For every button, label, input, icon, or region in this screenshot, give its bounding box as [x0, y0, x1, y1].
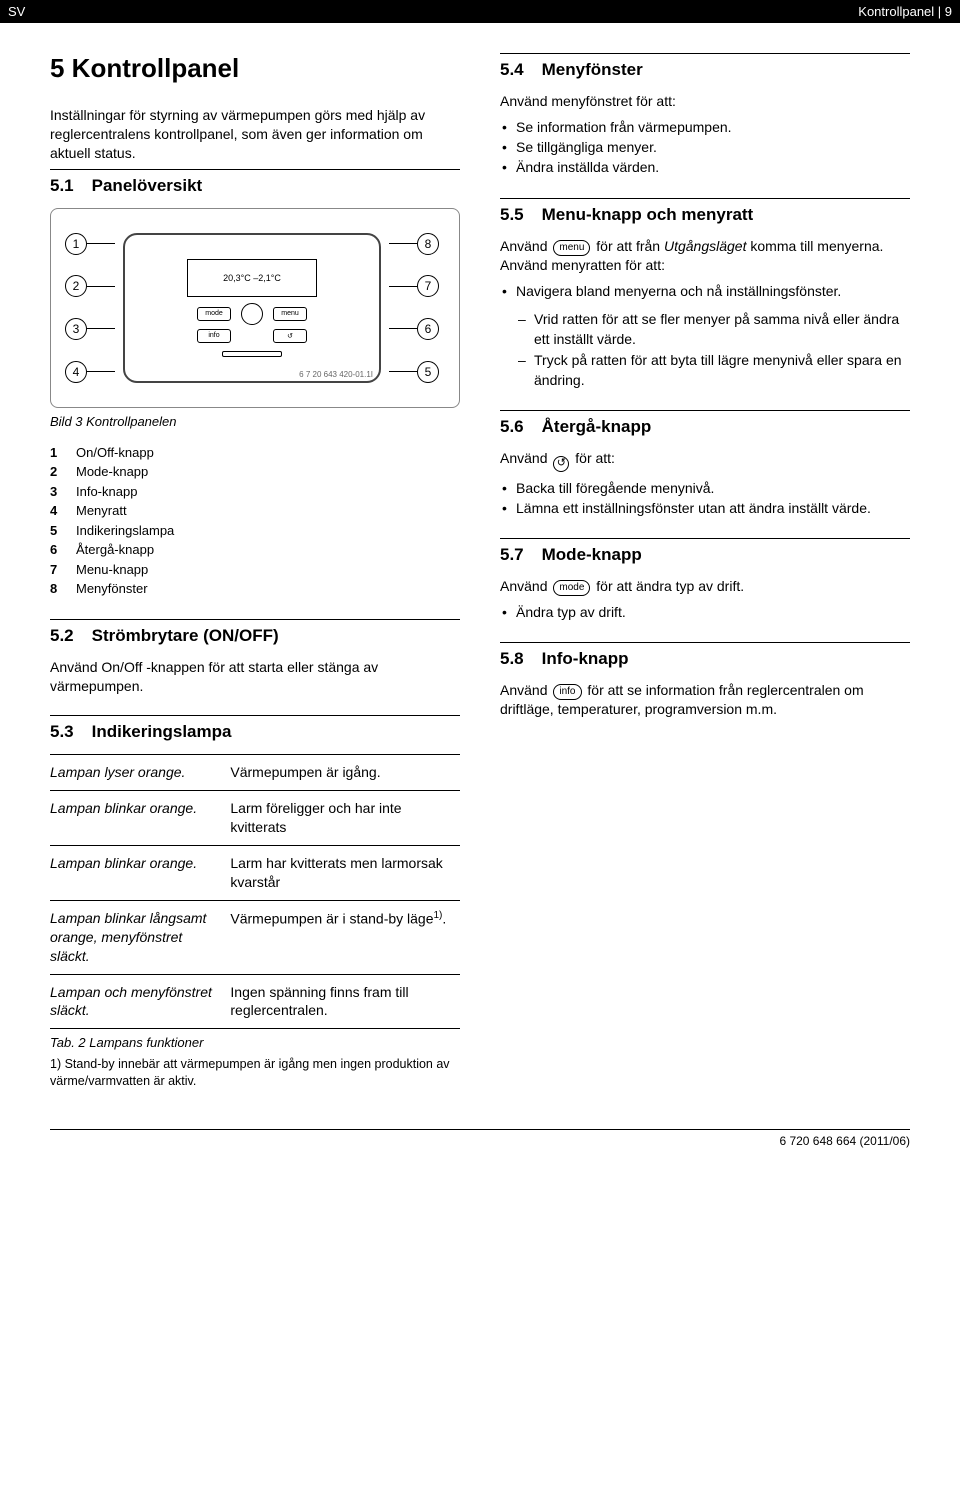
header-right: Kontrollpanel | 9 — [858, 4, 952, 19]
table-row: Lampan och menyfönstret släckt.Ingen spä… — [50, 974, 460, 1029]
list-item: Backa till föregående menynivå. — [500, 478, 910, 498]
cell-r: Larm föreligger och har inte kvitterats — [230, 791, 460, 846]
intro-text: Inställningar för styrning av värmepumpe… — [50, 106, 460, 163]
key-4-n: 4 — [50, 501, 64, 521]
cell-l: Lampan blinkar orange. — [50, 791, 230, 846]
sec-54-lead: Använd menyfönstret för att: — [500, 92, 910, 111]
key-3-n: 3 — [50, 482, 64, 502]
key-3-t: Info-knapp — [76, 482, 137, 502]
page-footer: 6 720 648 664 (2011/06) — [50, 1129, 910, 1148]
figure-caption: Bild 3 Kontrollpanelen — [50, 414, 460, 429]
sec-57-num: 5.7 — [500, 545, 524, 565]
key-2-n: 2 — [50, 462, 64, 482]
key-5-t: Indikeringslampa — [76, 521, 174, 541]
sec-57-title: Mode-knapp — [542, 545, 642, 565]
sec-52-body: Använd On/Off -knappen för att starta el… — [50, 658, 460, 696]
sec-54-title: Menyfönster — [542, 60, 643, 80]
key-1-t: On/Off-knapp — [76, 443, 154, 463]
sec-52-title: Strömbrytare (ON/OFF) — [92, 626, 279, 646]
callout-5: 5 — [417, 361, 439, 383]
info-pill-icon: info — [553, 684, 581, 700]
key-8-t: Menyfönster — [76, 579, 148, 599]
sec-56-num: 5.6 — [500, 417, 524, 437]
cell-r: Värmepumpen är igång. — [230, 755, 460, 791]
key-8-n: 8 — [50, 579, 64, 599]
list-item: Ändra typ av drift. — [500, 602, 910, 622]
sec-58-body: Använd info för att se information från … — [500, 681, 910, 719]
panel-back-btn: ↺ — [273, 329, 307, 343]
list-item: Ändra inställda värden. — [500, 157, 910, 177]
cell-r: Larm har kvitterats men larmorsak kvarst… — [230, 846, 460, 901]
cell-l: Lampan blinkar långsamt orange, menyföns… — [50, 900, 230, 974]
callout-7: 7 — [417, 275, 439, 297]
cell-l: Lampan blinkar orange. — [50, 846, 230, 901]
sec-51-num: 5.1 — [50, 176, 74, 196]
back-icon: ↺ — [553, 456, 569, 472]
cell-r: Ingen spänning finns fram till reglercen… — [230, 974, 460, 1029]
sec-53-title: Indikeringslampa — [92, 722, 232, 742]
list-item: Lämna ett inställningsfönster utan att ä… — [500, 498, 910, 518]
panel-menu-btn: menu — [273, 307, 307, 321]
list-item: Vrid ratten för att se fler menyer på sa… — [518, 309, 910, 350]
key-4-t: Menyratt — [76, 501, 127, 521]
panel-info-btn: info — [197, 329, 231, 343]
callout-4: 4 — [65, 361, 87, 383]
callout-2: 2 — [65, 275, 87, 297]
callout-3: 3 — [65, 318, 87, 340]
cell-r: Värmepumpen är i stand-by läge1). — [230, 900, 460, 974]
sec-56-title: Återgå-knapp — [542, 417, 652, 437]
sec-55-title: Menu-knapp och menyratt — [542, 205, 754, 225]
table-row: Lampan lyser orange.Värmepumpen är igång… — [50, 755, 460, 791]
callout-8: 8 — [417, 233, 439, 255]
panel-graphic: 20,3°C –2,1°C mode menu info ↺ 6 7 20 64… — [123, 233, 381, 383]
sec-58-num: 5.8 — [500, 649, 524, 669]
table-row: Lampan blinkar orange.Larm har kvitterat… — [50, 846, 460, 901]
control-panel-figure: 1 2 3 4 20,3°C –2,1°C mode menu info — [50, 208, 460, 408]
key-1-n: 1 — [50, 443, 64, 463]
menu-pill-icon: menu — [553, 240, 590, 256]
sec-53-num: 5.3 — [50, 722, 74, 742]
lcd-display: 20,3°C –2,1°C — [187, 259, 317, 297]
list-item: Se information från värmepumpen. — [500, 117, 910, 137]
sec-56-body: Använd ↺ för att: — [500, 449, 910, 471]
panel-knob — [241, 303, 263, 325]
sec-55-body: Använd menu för att från Utgångsläget ko… — [500, 237, 910, 275]
table-caption: Tab. 2 Lampans funktioner — [50, 1035, 460, 1050]
key-5-n: 5 — [50, 521, 64, 541]
cell-l: Lampan lyser orange. — [50, 755, 230, 791]
list-item: Se tillgängliga menyer. — [500, 137, 910, 157]
mode-pill-icon: mode — [553, 580, 590, 596]
callout-1: 1 — [65, 233, 87, 255]
sec-52-num: 5.2 — [50, 626, 74, 646]
list-item: Navigera bland menyerna och nå inställni… — [500, 281, 910, 301]
cell-l: Lampan och menyfönstret släckt. — [50, 974, 230, 1029]
figure-docnum: 6 7 20 643 420-01.1I — [299, 370, 373, 379]
panel-slot — [222, 351, 282, 357]
page-title: 5 Kontrollpanel — [50, 53, 460, 84]
sec-54-num: 5.4 — [500, 60, 524, 80]
callout-6: 6 — [417, 318, 439, 340]
sec-51-title: Panelöversikt — [92, 176, 203, 196]
key-2-t: Mode-knapp — [76, 462, 148, 482]
key-7-t: Menu-knapp — [76, 560, 148, 580]
header-left: SV — [8, 4, 25, 19]
key-6-n: 6 — [50, 540, 64, 560]
indicator-table: Lampan lyser orange.Värmepumpen är igång… — [50, 754, 460, 1029]
key-7-n: 7 — [50, 560, 64, 580]
panel-mode-btn: mode — [197, 307, 231, 321]
list-item: Tryck på ratten för att byta till lägre … — [518, 350, 910, 391]
figure-key: 1On/Off-knapp 2Mode-knapp 3Info-knapp 4M… — [50, 443, 460, 599]
sec-57-body: Använd mode för att ändra typ av drift. — [500, 577, 910, 596]
sec-58-title: Info-knapp — [542, 649, 629, 669]
sec-55-num: 5.5 — [500, 205, 524, 225]
key-6-t: Återgå-knapp — [76, 540, 154, 560]
table-row: Lampan blinkar långsamt orange, menyföns… — [50, 900, 460, 974]
table-footnote: 1) Stand-by innebär att värmepumpen är i… — [50, 1056, 460, 1089]
table-row: Lampan blinkar orange.Larm föreligger oc… — [50, 791, 460, 846]
